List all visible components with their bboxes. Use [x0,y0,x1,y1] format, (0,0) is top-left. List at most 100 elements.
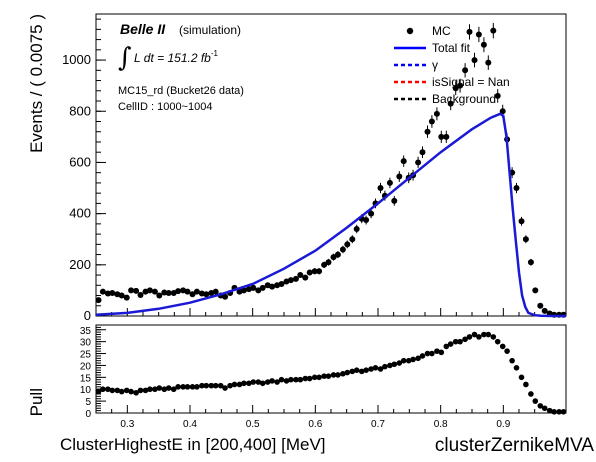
y-tick-label: 20 [80,361,92,372]
legend-label: γ [432,58,438,72]
pull-point [288,376,294,383]
pull-point [255,379,262,385]
y-tick-label: 35 [80,326,92,337]
mc-point [462,63,469,78]
mc-point [95,297,102,304]
x-tick-label: 0.8 [434,419,448,430]
mc-point [386,177,393,189]
mc-point [490,22,497,39]
pull-point [269,378,275,384]
mc-point [137,292,144,299]
pull-point [541,405,548,412]
pull-point [358,368,365,375]
mc-point [349,235,356,244]
y-tick-label: 800 [69,103,91,118]
pull-point [325,373,332,379]
legend-label: Total fit [432,41,471,55]
legend-entry: γ [394,58,438,72]
legend-label: isSignal = Nan [432,75,510,89]
pull-point [405,357,412,364]
pull-point [504,348,510,354]
mc-point [344,240,351,249]
mc-point [532,287,539,294]
pull-point [377,366,384,372]
pull-point [199,382,205,389]
mc-point [330,253,337,261]
mc-point [189,291,196,298]
pull-point [387,362,393,369]
pull-point [236,381,243,388]
mc-point [269,283,276,290]
pull-point [180,384,186,390]
mc-point [415,156,422,169]
pull-point [133,389,139,396]
mc-point [522,235,529,244]
y-tick-label: 30 [80,338,92,349]
pull-point [560,409,567,415]
simulation-label: (simulation) [179,23,241,37]
pull-point [513,365,520,371]
x-tick-label: 0.5 [246,419,260,430]
mc-point [278,281,285,288]
pull-point [156,385,163,391]
pull-point [438,349,445,356]
mc-point [255,287,262,294]
pull-point [494,338,501,345]
mc-point [466,24,473,40]
pull-point [208,382,215,389]
legend: MC Total fit γ isSignal = Nan Background [394,24,510,106]
y-tick-label: 25 [80,350,92,361]
mc-point [494,89,501,103]
pull-point [452,338,459,345]
pull-point [335,372,341,378]
mc-point [165,289,172,296]
variable-label: clusterZernikeMVA [435,435,594,456]
pull-point [443,343,450,350]
x-tick-label: 0.9 [496,419,510,430]
y-tick-label: 5 [85,397,91,408]
legend-entry: Total fit [394,41,471,55]
mc-point [146,287,153,294]
pull-point [424,350,431,357]
mc-point [541,307,548,314]
mc-point [311,268,318,275]
pull-point [302,375,309,382]
main-y-axis-title: Events / ( 0.0075 ) [27,14,46,153]
y-tick-label: 200 [69,257,91,272]
pull-point [485,331,492,338]
pull-point [410,356,416,363]
pull-point [184,384,191,390]
pull-point [297,376,304,383]
mc-point [306,269,313,276]
y-tick-label: 600 [69,154,91,169]
legend-label: Background [432,92,496,106]
mc-point [428,115,435,128]
pull-point [363,367,369,373]
pull-point [246,380,252,387]
mc-point [128,287,135,294]
pull-point [264,379,271,385]
pull-point [471,331,478,338]
mc-point [419,146,426,159]
pull-point [274,379,280,385]
pull-point [481,331,487,338]
legend-entry: isSignal = Nan [394,75,510,89]
pull-point [175,384,181,390]
pull-point [400,357,407,364]
mc-point [193,288,200,295]
y-tick-label: 0 [85,409,91,420]
mc-point [222,293,229,300]
mc-point [537,302,544,309]
pull-point [528,391,534,397]
pull-point [152,386,158,393]
pull-point [546,407,553,414]
main-y-axis: 0 200 400 600 800 1000 [62,18,106,323]
pull-y-axis-title: Pull [27,388,46,416]
pull-point [118,388,125,395]
pull-point [165,385,172,391]
pull-point [212,382,219,389]
pull-point [123,387,130,394]
pull-point [259,380,266,387]
mc-point [527,258,534,266]
